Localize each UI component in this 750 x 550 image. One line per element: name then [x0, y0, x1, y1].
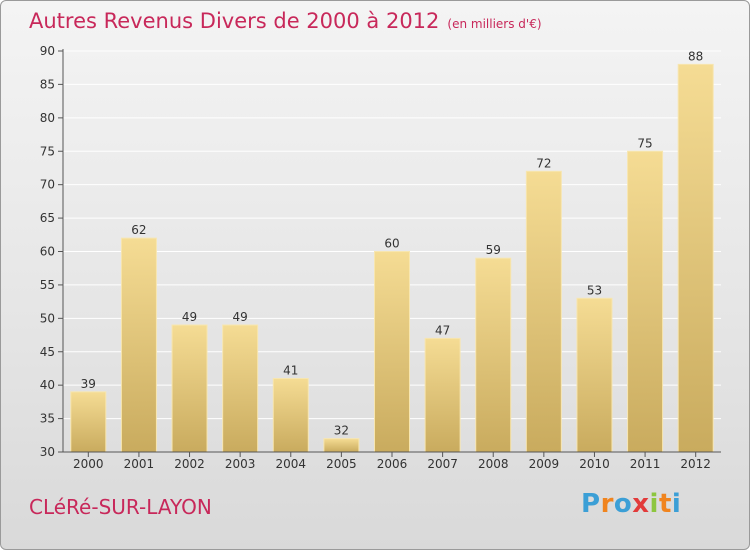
logo-letter: i: [649, 489, 659, 519]
x-tick-label: 2004: [275, 457, 306, 471]
x-tick-label: 2003: [225, 457, 256, 471]
y-tick-label: 65: [40, 211, 55, 225]
bar: [525, 170, 562, 453]
y-tick-label: 75: [40, 144, 55, 158]
bar: [627, 150, 664, 453]
bar: [272, 377, 309, 453]
chart-title: Autres Revenus Divers de 2000 à 2012: [29, 9, 440, 33]
logo-letter: P: [581, 489, 601, 519]
bar: [323, 438, 360, 453]
y-tick-label: 80: [40, 111, 55, 125]
x-tick-label: 2010: [579, 457, 610, 471]
bar: [222, 324, 259, 453]
bar-value-label: 60: [384, 237, 399, 251]
x-tick-label: 2002: [174, 457, 205, 471]
bar-value-label: 39: [81, 377, 96, 391]
y-tick-label: 35: [40, 412, 55, 426]
bar: [171, 324, 208, 453]
chart-subtitle: (en milliers d'€): [447, 17, 542, 31]
logo-letter: r: [600, 489, 614, 519]
logo-letter: t: [658, 489, 672, 519]
city-name: CLéRé-SUR-LAYON: [29, 495, 212, 519]
logo-letter: x: [632, 489, 650, 519]
bar-value-label: 41: [283, 363, 298, 377]
bar-value-label: 49: [182, 310, 197, 324]
bar: [475, 257, 512, 453]
logo-letter: o: [613, 489, 633, 519]
x-tick-label: 2009: [529, 457, 560, 471]
bar: [424, 337, 461, 453]
bar: [677, 63, 714, 453]
y-tick-label: 45: [40, 345, 55, 359]
bar: [120, 237, 157, 453]
chart-title-block: Autres Revenus Divers de 2000 à 2012 (en …: [29, 9, 542, 33]
x-tick-label: 2000: [73, 457, 104, 471]
y-tick-label: 50: [40, 311, 55, 325]
bar-value-label: 59: [486, 243, 501, 257]
x-tick-label: 2008: [478, 457, 509, 471]
y-tick-label: 90: [40, 44, 55, 58]
y-tick-label: 40: [40, 378, 55, 392]
x-tick-label: 2001: [124, 457, 155, 471]
x-tick-label: 2006: [377, 457, 408, 471]
y-tick-label: 70: [40, 178, 55, 192]
bar-value-label: 32: [334, 424, 349, 438]
y-tick-label: 30: [40, 445, 55, 459]
x-tick-label: 2012: [680, 457, 711, 471]
y-tick-label: 85: [40, 77, 55, 91]
bar-value-label: 72: [536, 156, 551, 170]
bar-value-label: 62: [131, 223, 146, 237]
proxiti-logo: Proxiti: [581, 489, 681, 519]
y-tick-label: 55: [40, 278, 55, 292]
x-tick-label: 2007: [427, 457, 458, 471]
bar-value-label: 53: [587, 283, 602, 297]
bar-value-label: 49: [233, 310, 248, 324]
x-tick-label: 2011: [630, 457, 661, 471]
logo-letter: i: [671, 489, 682, 519]
x-tick-label: 2005: [326, 457, 357, 471]
y-tick-label: 60: [40, 245, 55, 259]
bar: [576, 297, 613, 453]
bar-value-label: 88: [688, 49, 703, 63]
bar-value-label: 75: [637, 136, 652, 150]
bar-value-label: 47: [435, 323, 450, 337]
bar: [70, 391, 107, 453]
bar: [374, 251, 410, 453]
